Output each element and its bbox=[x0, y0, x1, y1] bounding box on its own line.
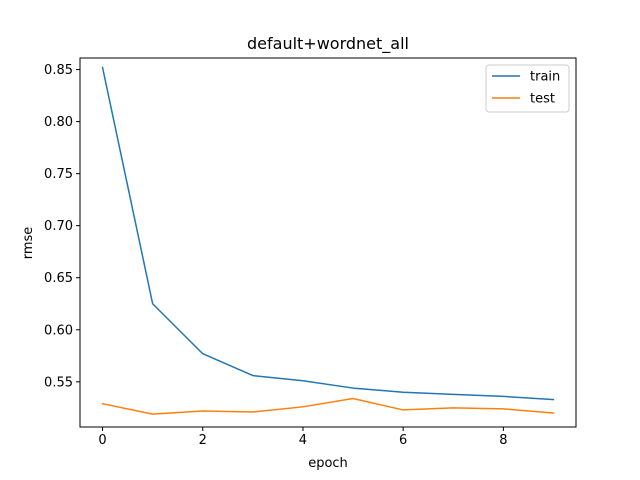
series-line-train bbox=[101, 66, 555, 401]
legend-label-train: train bbox=[530, 70, 560, 85]
x-tick-label: 8 bbox=[499, 433, 507, 448]
x-axis-label: epoch bbox=[308, 456, 348, 471]
y-axis-label: rmse bbox=[21, 227, 36, 260]
y-axis-ticks: 0.55 0.60 0.65 0.70 0.75 0.80 0.85 bbox=[44, 63, 80, 390]
y-tick-label: 0.70 bbox=[44, 219, 73, 234]
x-axis-ticks: 0 2 4 6 8 bbox=[98, 427, 507, 448]
x-tick-label: 6 bbox=[399, 433, 407, 448]
series-line-test bbox=[101, 397, 555, 415]
y-tick-label: 0.65 bbox=[44, 271, 73, 286]
legend: train test bbox=[485, 64, 570, 113]
x-tick-label: 0 bbox=[98, 433, 106, 448]
series-layer bbox=[101, 66, 555, 415]
x-tick-label: 4 bbox=[299, 433, 307, 448]
x-tick-label: 2 bbox=[199, 433, 207, 448]
plot-area-frame bbox=[79, 57, 577, 428]
y-tick-label: 0.55 bbox=[44, 375, 73, 390]
chart-title: default+wordnet_all bbox=[247, 34, 409, 54]
y-tick-label: 0.85 bbox=[44, 63, 73, 78]
y-tick-label: 0.80 bbox=[44, 115, 73, 130]
y-tick-label: 0.60 bbox=[44, 323, 73, 338]
legend-label-test: test bbox=[530, 92, 555, 107]
y-tick-label: 0.75 bbox=[44, 167, 73, 182]
